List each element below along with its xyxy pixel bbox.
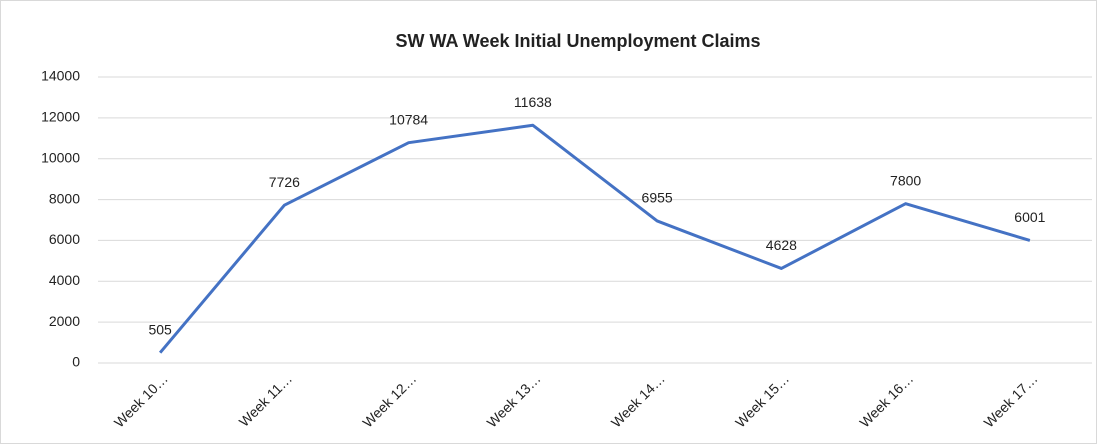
data-label: 6955 xyxy=(642,190,673,206)
data-label: 7726 xyxy=(269,174,300,190)
data-label: 7800 xyxy=(890,172,921,188)
data-label: 4628 xyxy=(766,237,797,253)
y-tick-label: 0 xyxy=(72,354,80,370)
data-label: 505 xyxy=(148,321,172,337)
data-label: 6001 xyxy=(1014,209,1045,225)
data-label: 10784 xyxy=(389,111,428,127)
y-tick-label: 6000 xyxy=(49,231,80,247)
y-tick-label: 14000 xyxy=(41,68,80,84)
y-tick-label: 10000 xyxy=(41,149,80,165)
y-tick-label: 4000 xyxy=(49,272,80,288)
y-tick-label: 2000 xyxy=(49,313,80,329)
data-label: 11638 xyxy=(514,94,552,110)
y-tick-label: 12000 xyxy=(41,109,80,125)
y-tick-label: 8000 xyxy=(49,190,80,206)
chart-title: SW WA Week Initial Unemployment Claims xyxy=(395,31,760,51)
line xyxy=(158,123,1031,354)
